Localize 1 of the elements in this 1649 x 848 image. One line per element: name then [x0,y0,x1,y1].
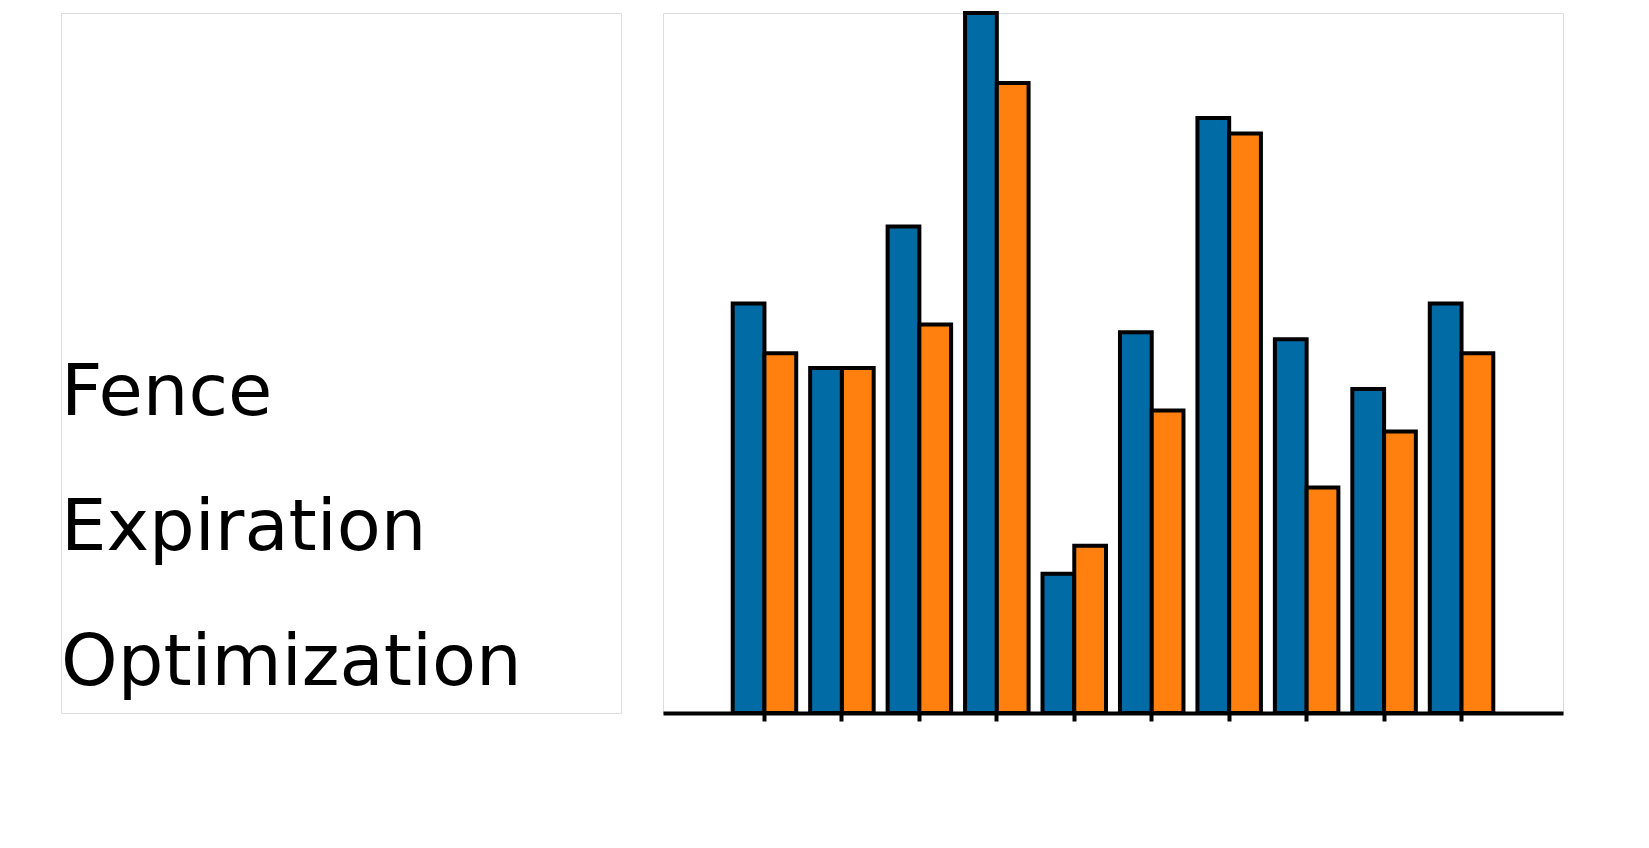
text: Fence Expiration Optimization [61,348,522,702]
